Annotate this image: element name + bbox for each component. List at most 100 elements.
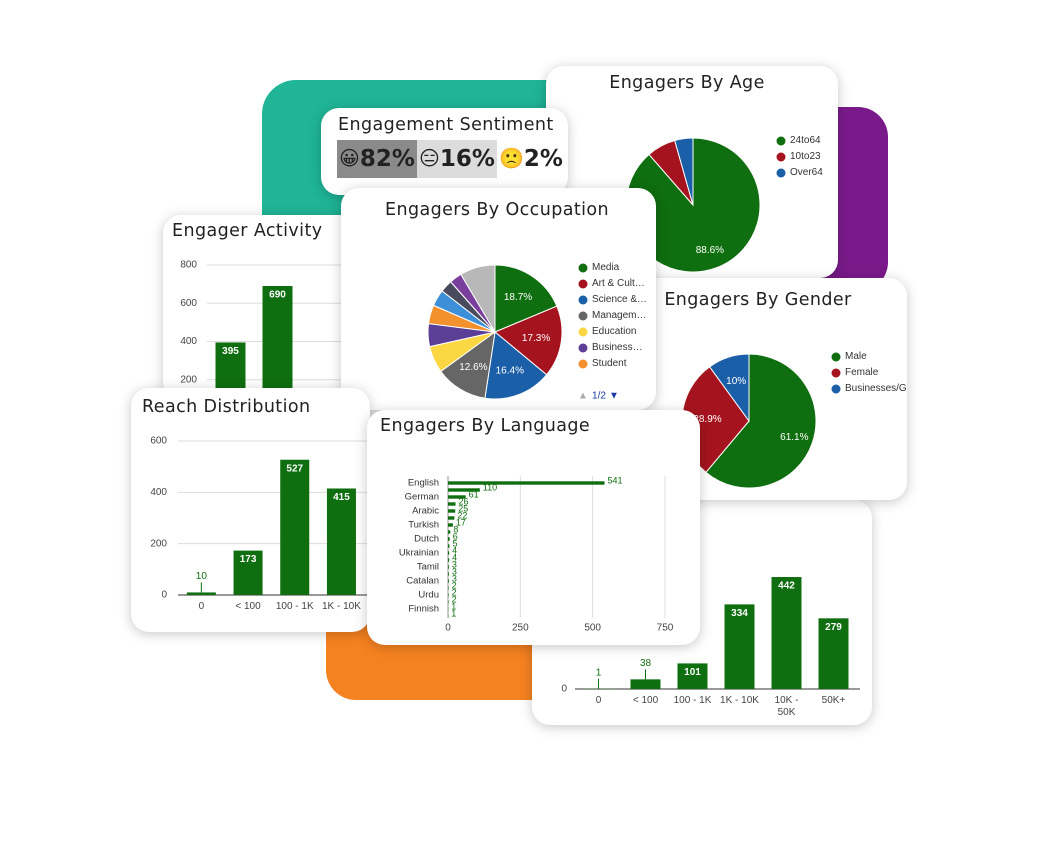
sentiment-value: 2% [524,146,563,172]
bar-value-label: 5 [452,538,457,548]
x-tick-label: 1K - 10K [321,601,361,612]
legend-label-box: Over64 [790,167,823,178]
x-tick-label: < 100 [632,695,659,706]
y-tick-label: 200 [150,538,167,549]
y-tick-label: 400 [180,336,197,347]
legend-label: Male [845,351,867,362]
bar-value-label: 1 [596,667,602,678]
slice-label: 28.9% [693,414,721,425]
sentiment-cell [337,140,417,178]
bar [448,579,449,583]
bar [724,604,755,689]
card-content: Engagers By Occupation 18.7% 17.3% 16.4% 12.… [385,200,647,402]
legend-label: Business… [592,342,643,353]
y-tick-label: 600 [180,298,197,309]
bar [448,600,449,604]
slice-label: 61.1% [780,432,808,443]
legend-label-box: Media [592,262,619,273]
bar [448,593,449,597]
bar [262,286,293,400]
y-tick-label: English [408,478,439,489]
bar [448,502,456,506]
bar-value-label: 3 [452,566,457,576]
bar-value-label: 17 [456,517,466,527]
legend-swatch [578,295,588,305]
sentiment-value: 82% [360,146,415,172]
y-tick-label: Turkish [408,520,439,531]
legend-label-box: 10to23 [790,151,821,162]
legend-label-box: Student [592,358,627,369]
y-tick-label: Catalan [406,576,439,587]
legend-label-box: Female [845,367,879,378]
bar-value-label: 442 [778,581,795,592]
sentiment-icon: 😑 [419,146,440,170]
pie-slice [494,305,563,376]
legend-label: Businesses/Groups [845,383,907,394]
bar [448,558,450,562]
bar [448,516,455,520]
x-tick-label: 750 [657,623,674,634]
bar-value-label: 6 [453,531,458,541]
bar [677,663,708,689]
x-tick-label: 50K+ [821,695,846,706]
slice-label: 17.3% [522,333,550,344]
card-background [367,410,700,645]
pager-down: ▼ [609,391,619,402]
chart-title: Reach Distribution [142,397,310,417]
card-content: Engagement Sentiment 😀82% 😑16% 🙁2% [337,115,565,178]
bar [448,551,450,555]
legend-label: Student [592,358,627,369]
bar-value-label: 4 [452,545,457,555]
x-tick-label: 0 [445,623,451,634]
bar-value-label: 4 [452,552,457,562]
legend-label: Managem… [592,310,647,321]
y-tick-label: 800 [180,260,197,271]
x-tick-label: 100 - 1K [673,695,712,706]
chart-title: Engagers By Language [380,416,590,436]
legend-label-box: Business… [592,342,643,353]
slice-label: 88.6% [696,245,724,256]
card-content: Reach Distribution 0 200 400 600 10 0 173 < 100 5… [142,397,370,612]
bar-value-label: 2 [452,594,457,604]
y-tick-label: Tamil [417,562,439,573]
x-tick-label-box: 100 - 1K [673,695,712,706]
x-tick-label: 500 [584,623,601,634]
bar [448,565,449,569]
y-tick-label: Ukrainian [399,548,439,559]
legend-label-box: Managem… [592,310,647,321]
bar-value-label: 279 [825,622,842,633]
sentiment-cell [417,140,497,178]
bar-value-label: 2 [452,580,457,590]
legend-label: Education [592,326,637,337]
pie-slice [494,264,558,333]
x-tick-label-box: < 100 [632,695,659,706]
bar-value-label: 3 [452,573,457,583]
bar [448,488,480,492]
y-tick-label: 400 [150,487,167,498]
pie-slice [460,264,496,334]
bar-value-label: 26 [459,496,469,506]
bar [280,459,310,595]
sentiment-icon: 🙁 [499,146,524,170]
y-tick-label: German [405,492,439,503]
pie-slice [674,137,694,206]
legend-label: Female [845,367,879,378]
chart-title: Engagers By Occupation [385,200,609,220]
pie-slice [708,353,750,423]
slice-label: 18.7% [504,292,532,303]
bar-value-label: 334 [731,608,748,619]
x-tick-label: < 100 [235,601,261,612]
sentiment-item: 😀82% [339,146,415,172]
x-tick-label: 250 [512,623,529,634]
x-tick-label: 10K - 50K [774,695,799,718]
y-tick-label: Dutch [414,534,439,545]
bar [186,592,216,595]
legend-swatch [578,263,588,273]
legend-swatch [776,152,786,162]
bar [448,495,466,499]
bar-value-label: 395 [222,346,239,357]
legend-label: Over64 [790,167,823,178]
x-tick-label-box: 1K - 10K [321,601,361,612]
